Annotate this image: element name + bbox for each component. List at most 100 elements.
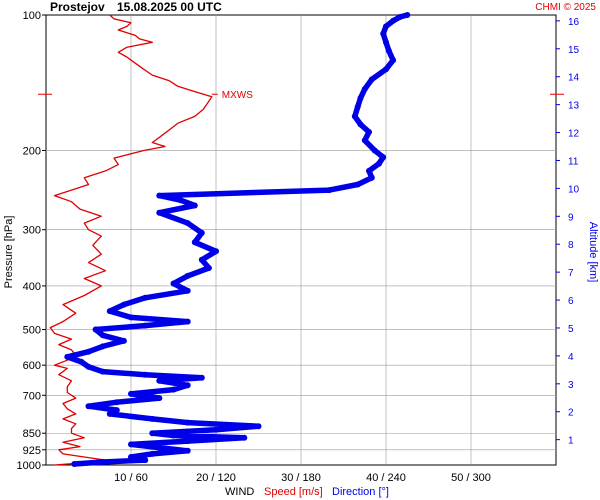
direction-point	[120, 337, 127, 344]
altitude-tick-label: 15	[568, 45, 580, 56]
direction-point	[149, 450, 156, 457]
pressure-tick-label: 600	[23, 360, 41, 372]
wind-tick-label: 20 / 120	[196, 472, 236, 484]
direction-point	[78, 358, 85, 365]
direction-point	[385, 47, 392, 54]
direction-point	[120, 301, 127, 308]
direction-point	[368, 174, 375, 181]
pressure-tick-label: 850	[23, 428, 41, 440]
direction-point	[198, 256, 205, 263]
direction-point	[170, 432, 177, 439]
direction-point	[191, 202, 198, 209]
pressure-tick-label: 400	[23, 281, 41, 293]
direction-point	[390, 57, 397, 64]
direction-point	[368, 76, 375, 83]
direction-point	[128, 454, 134, 460]
direction-point	[92, 326, 99, 333]
direction-point	[366, 167, 372, 174]
direction-point	[205, 265, 212, 271]
direction-series	[64, 12, 411, 467]
y-axis-right-label: Altitude [km]	[587, 222, 599, 283]
direction-point	[64, 353, 71, 360]
direction-point	[156, 444, 163, 451]
direction-point	[170, 386, 177, 393]
pressure-tick-label: 300	[23, 225, 41, 237]
direction-point	[184, 287, 191, 294]
direction-point	[85, 363, 92, 370]
pressure-tick-label: 500	[23, 325, 41, 337]
direction-point	[106, 410, 113, 417]
direction-point	[149, 430, 156, 437]
mxws-label: MXWS	[222, 90, 253, 101]
direction-point	[213, 426, 219, 433]
direction-point	[361, 86, 368, 92]
direction-point	[357, 121, 364, 128]
direction-point	[106, 308, 113, 315]
altitude-tick-label: 1	[568, 436, 574, 447]
direction-line	[64, 12, 411, 467]
direction-point	[380, 30, 387, 37]
direction-point	[184, 419, 191, 426]
wind-tick-label: 50 / 300	[451, 472, 491, 484]
direction-point	[142, 457, 149, 464]
direction-point	[375, 160, 382, 167]
altitude-tick-label: 8	[568, 240, 574, 251]
altitude-tick-label: 11	[568, 156, 579, 167]
direction-point	[198, 229, 205, 236]
direction-point	[113, 399, 120, 406]
altitude-tick-label: 4	[568, 352, 574, 363]
x-axis-speed-label: Speed [m/s]	[264, 486, 323, 498]
pressure-tick-label: 925	[23, 445, 41, 457]
direction-point	[361, 137, 368, 144]
direction-point	[99, 368, 106, 375]
direction-point	[113, 407, 120, 414]
x-axis-title: WIND	[225, 486, 254, 498]
direction-point	[191, 239, 198, 246]
altitude-tick-label: 3	[568, 380, 574, 391]
direction-point	[184, 438, 191, 445]
direction-point	[128, 390, 134, 397]
altitude-tick-label: 16	[568, 17, 580, 28]
direction-point	[390, 17, 397, 24]
direction-point	[371, 147, 378, 154]
direction-point	[326, 187, 333, 194]
wind-tick-label: 40 / 240	[366, 472, 406, 484]
direction-point	[213, 248, 219, 255]
direction-point	[184, 318, 191, 325]
direction-point	[85, 403, 92, 410]
direction-point	[397, 13, 404, 20]
direction-point	[184, 220, 191, 227]
speed-series	[49, 14, 213, 466]
altitude-tick-label: 2	[568, 408, 574, 419]
pressure-tick-label: 700	[23, 390, 41, 402]
altitude-tick-label: 5	[568, 324, 574, 335]
copyright: CHMI © 2025	[535, 2, 596, 13]
direction-point	[177, 197, 184, 204]
altitude-tick-label: 12	[568, 129, 580, 140]
annotations: MXWS	[38, 90, 564, 101]
station-title: Prostejov	[50, 0, 105, 14]
altitude-tick-label: 9	[568, 212, 574, 223]
direction-point	[357, 95, 364, 102]
pressure-tick-label: 1000	[17, 460, 41, 472]
pressure-tick-label: 100	[23, 10, 41, 22]
altitude-tick-label: 14	[568, 73, 580, 84]
altitude-tick-label: 6	[568, 296, 574, 307]
direction-point	[198, 374, 205, 381]
direction-point	[99, 459, 106, 465]
pressure-tick-label: 200	[23, 145, 41, 157]
direction-point	[128, 441, 134, 448]
direction-point	[184, 272, 191, 279]
altitude-tick-label: 10	[568, 184, 580, 195]
direction-point	[383, 66, 389, 73]
datetime-title: 15.08.2025 00 UTC	[117, 0, 222, 14]
x-axis-direction-label: Direction [°]	[332, 486, 389, 498]
direction-point	[128, 314, 134, 321]
direction-point	[156, 395, 163, 402]
altitude-tick-label: 13	[568, 101, 580, 112]
direction-point	[149, 415, 156, 422]
direction-point	[156, 209, 163, 216]
direction-point	[156, 377, 163, 384]
